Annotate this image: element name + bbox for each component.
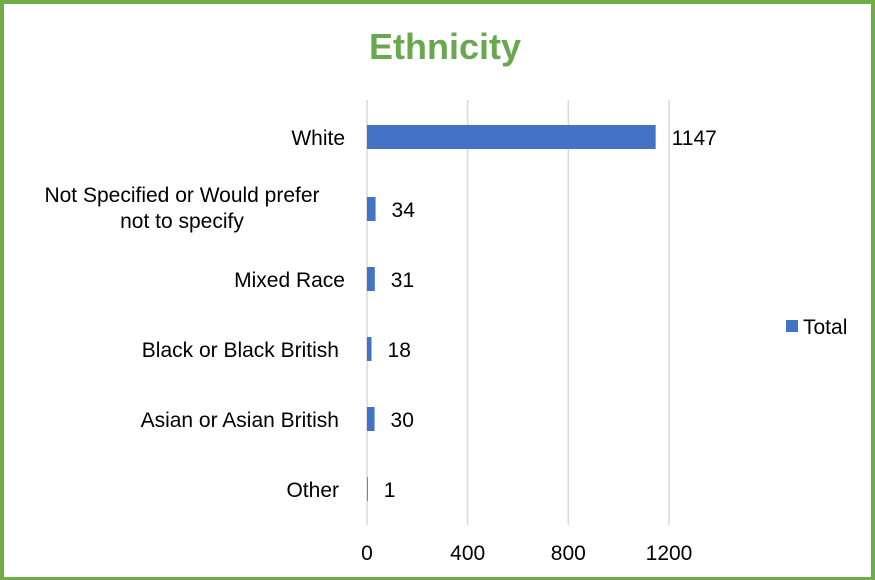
bar [367,267,375,291]
category-label: Other [286,479,339,502]
legend-swatch [786,320,798,332]
x-tick-label: 400 [450,542,485,565]
data-label: 18 [388,339,411,362]
legend-label: Total [803,316,847,339]
x-tick-label: 800 [551,542,586,565]
x-tick-label: 1200 [646,542,693,565]
bar [367,197,376,221]
data-label: 1147 [672,127,717,150]
bar [367,337,372,361]
data-label: 30 [391,409,414,432]
bar [367,125,656,149]
data-label: 1 [384,479,396,502]
category-label: White [291,127,345,150]
category-label: Asian or Asian British [141,409,339,432]
category-label: Not Specified or Would prefer not to spec… [44,184,319,233]
bar [367,477,368,501]
data-label: 34 [392,199,416,222]
category-label: Mixed Race [234,269,345,292]
x-tick-label: 0 [361,542,373,565]
data-label: 31 [391,269,414,292]
bar [367,407,375,431]
chart-title: Ethnicity [368,26,521,67]
category-label: Black or Black British [142,339,339,362]
